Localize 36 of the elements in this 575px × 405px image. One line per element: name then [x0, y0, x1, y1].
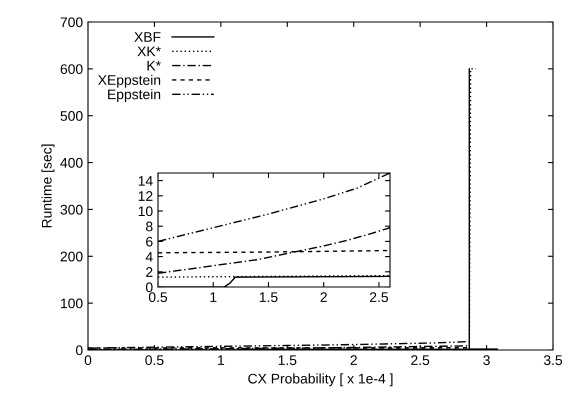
x-tick-label: 2 — [320, 292, 327, 302]
y-tick-label: 6 — [146, 236, 153, 247]
y-tick-label: 4 — [146, 252, 153, 262]
y-tick-label: 600 — [60, 64, 83, 74]
x-tick-label: 0.5 — [145, 355, 164, 366]
y-tick-label: 12 — [138, 191, 152, 201]
x-tick-label: 0 — [84, 355, 92, 366]
x-tick-label: 3 — [483, 355, 490, 366]
x-tick-label: 1 — [210, 292, 216, 302]
legend-label: K* — [148, 60, 161, 70]
y-tick-label: 500 — [60, 111, 83, 121]
y-tick-label: 10 — [138, 206, 153, 216]
legend-label: XEppstein — [98, 74, 160, 88]
x-tick-label: 1 — [218, 355, 224, 365]
x-tick-label: 1.5 — [278, 355, 296, 366]
x-tick-label: 2.5 — [411, 355, 430, 366]
y-tick-label: 700 — [60, 17, 83, 28]
y-tick-label: 2 — [146, 267, 152, 277]
y-tick-label: 400 — [60, 158, 83, 168]
x-tick-label: 1.5 — [260, 292, 278, 302]
y-tick-label: 8 — [146, 222, 153, 232]
legend-label: XBF — [134, 32, 160, 42]
y-tick-label: 100 — [61, 298, 83, 308]
x-axis-title: CX Probability [ x 1e-4 ] — [248, 373, 392, 386]
y-tick-label: 0 — [146, 282, 153, 292]
x-tick-label: 2 — [350, 355, 357, 365]
legend-label: Eppstein — [108, 89, 160, 102]
y-tick-label: 200 — [60, 252, 83, 262]
x-tick-label: 2.5 — [370, 292, 388, 302]
y-axis-title: Runtime [sec] — [41, 144, 54, 228]
x-tick-label: 0.5 — [148, 292, 168, 302]
y-tick-label: 0 — [76, 345, 83, 356]
y-tick-label: 300 — [60, 204, 83, 215]
legend-label: XK* — [137, 46, 161, 56]
x-tick-label: 3.5 — [544, 355, 562, 366]
y-tick-label: 14 — [138, 176, 153, 186]
